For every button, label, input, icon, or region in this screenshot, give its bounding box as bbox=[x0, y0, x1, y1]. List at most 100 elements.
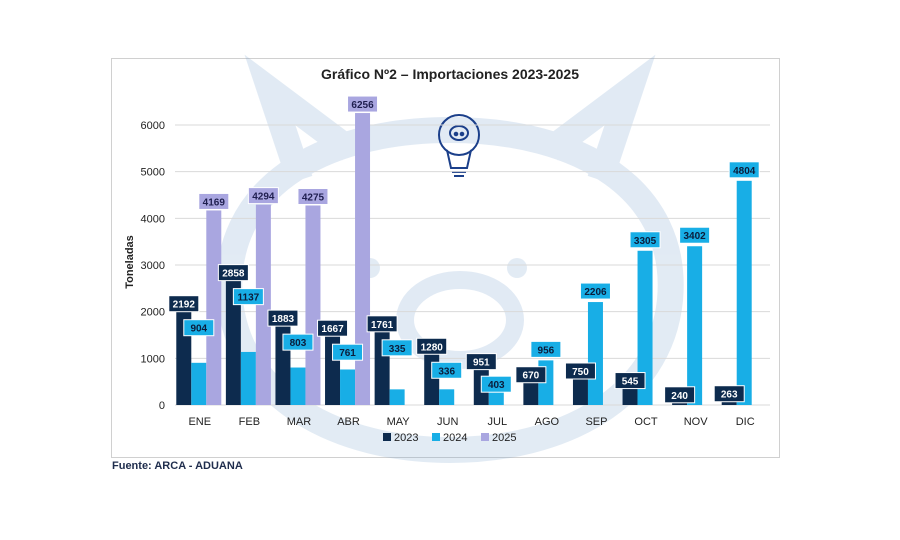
legend-swatch-2023 bbox=[383, 433, 391, 441]
data-label-2023-DIC: 263 bbox=[713, 385, 745, 403]
y-axis-ticks: 0 1000 2000 3000 4000 5000 6000 bbox=[141, 120, 165, 412]
data-label-2024-DIC: 4804 bbox=[728, 161, 760, 179]
data-label-box bbox=[629, 231, 661, 249]
data-label-box bbox=[297, 188, 329, 205]
data-label-text: 956 bbox=[538, 345, 555, 356]
bar-2024-NOV bbox=[687, 246, 703, 405]
data-label-text: 403 bbox=[488, 380, 505, 391]
y-tick-label: 3000 bbox=[141, 260, 165, 272]
bar-2024-ENE bbox=[191, 362, 207, 405]
data-label-box bbox=[713, 385, 745, 403]
data-label-box bbox=[480, 375, 512, 393]
bar-2024-DIC bbox=[736, 180, 752, 405]
data-label-2024-MAR: 803 bbox=[282, 333, 314, 351]
x-tick-label: NOV bbox=[684, 416, 709, 428]
data-label-text: 336 bbox=[438, 366, 455, 377]
data-label-box bbox=[530, 340, 562, 358]
x-tick-label: DIC bbox=[736, 416, 755, 428]
data-label-2023-MAY: 1761 bbox=[366, 315, 398, 333]
data-label-box bbox=[217, 264, 249, 282]
data-label-box bbox=[728, 161, 760, 179]
data-label-box bbox=[317, 319, 349, 337]
chart-frame bbox=[111, 58, 780, 458]
x-tick-label: MAR bbox=[287, 416, 312, 428]
bar-2024-SEP bbox=[587, 302, 603, 405]
data-label-text: 761 bbox=[339, 348, 356, 359]
data-label-2025-FEB: 4294 bbox=[247, 187, 279, 205]
data-label-box bbox=[679, 226, 711, 244]
legend-swatch-2025 bbox=[481, 433, 489, 441]
data-label-box bbox=[564, 362, 596, 380]
x-tick-label: ENE bbox=[188, 416, 211, 428]
data-label-2024-ENE: 904 bbox=[183, 319, 215, 337]
data-label-2023-AGO: 670 bbox=[515, 366, 547, 384]
data-label-2024-MAY: 335 bbox=[381, 339, 413, 357]
data-label-text: 4169 bbox=[203, 197, 226, 208]
data-label-box bbox=[198, 192, 230, 210]
source-note: Fuente: ARCA - ADUANA bbox=[112, 460, 243, 472]
data-label-text: 1667 bbox=[321, 324, 344, 335]
data-label-2024-ABR: 761 bbox=[332, 343, 364, 361]
bar-2025-ENE bbox=[206, 210, 222, 405]
data-label-box bbox=[515, 366, 547, 384]
data-label-box bbox=[366, 315, 398, 333]
chart-title: Gráfico Nº2 – Importaciones 2023-2025 bbox=[320, 66, 579, 82]
data-label-text: 2192 bbox=[173, 300, 196, 311]
data-label-box bbox=[664, 386, 696, 404]
data-label-text: 951 bbox=[473, 358, 490, 369]
data-label-2024-FEB: 1137 bbox=[232, 288, 264, 306]
x-tick-label: JUL bbox=[488, 416, 508, 428]
y-tick-label: 2000 bbox=[141, 307, 165, 319]
data-label-box bbox=[381, 339, 413, 357]
y-tick-label: 1000 bbox=[141, 353, 165, 365]
data-label-box bbox=[282, 333, 314, 351]
data-label-2024-JUN: 336 bbox=[431, 361, 463, 379]
bar-2023-MAY bbox=[374, 322, 390, 405]
data-label-text: 3305 bbox=[634, 236, 657, 247]
watermark-pig bbox=[216, 54, 684, 464]
bar-2023-MAR bbox=[275, 317, 291, 405]
data-label-2023-FEB: 2858 bbox=[217, 264, 249, 282]
data-label-box bbox=[168, 295, 200, 313]
data-label-box bbox=[267, 309, 299, 327]
x-tick-label: AGO bbox=[535, 416, 560, 428]
legend-label-2025: 2025 bbox=[492, 432, 516, 444]
data-label-text: 263 bbox=[721, 390, 738, 401]
bar-2023-ENE bbox=[176, 302, 192, 405]
data-label-text: 2206 bbox=[584, 287, 607, 298]
data-label-text: 3402 bbox=[684, 231, 707, 242]
data-label-box bbox=[431, 361, 463, 379]
data-label-2023-JUN: 1280 bbox=[416, 337, 448, 355]
data-label-text: 545 bbox=[622, 377, 639, 388]
data-label-text: 4804 bbox=[733, 166, 756, 177]
x-tick-label: SEP bbox=[585, 416, 607, 428]
y-tick-label: 4000 bbox=[141, 213, 165, 225]
data-label-2023-SEP: 750 bbox=[564, 362, 596, 380]
data-label-box bbox=[347, 95, 379, 113]
legend-swatch-2024 bbox=[432, 433, 440, 441]
bar-2024-MAR bbox=[290, 367, 306, 405]
data-label-text: 6256 bbox=[351, 100, 374, 111]
x-tick-label: OCT bbox=[634, 416, 658, 428]
data-label-2024-AGO: 956 bbox=[530, 340, 562, 358]
data-label-2024-OCT: 3305 bbox=[629, 231, 661, 249]
data-label-text: 750 bbox=[572, 367, 589, 378]
data-label-2025-MAR: 4275 bbox=[297, 188, 329, 205]
data-label-box bbox=[183, 319, 215, 337]
data-label-text: 240 bbox=[671, 391, 688, 402]
data-label-text: 4294 bbox=[252, 192, 275, 203]
bar-2025-MAR bbox=[305, 205, 321, 405]
data-label-text: 1761 bbox=[371, 320, 394, 331]
bar-2024-OCT bbox=[637, 250, 653, 405]
data-label-box bbox=[247, 187, 279, 205]
data-label-text: 4275 bbox=[302, 193, 325, 204]
y-axis-label: Toneladas bbox=[124, 235, 136, 289]
bar-2024-JUN bbox=[439, 389, 455, 405]
data-label-2023-MAR: 1883 bbox=[267, 309, 299, 327]
y-tick-label: 0 bbox=[159, 400, 165, 412]
data-label-text: 670 bbox=[523, 371, 540, 382]
x-tick-label: ABR bbox=[337, 416, 360, 428]
x-tick-label: JUN bbox=[437, 416, 458, 428]
y-tick-label: 6000 bbox=[141, 120, 165, 132]
bar-2023-ABR bbox=[325, 327, 341, 405]
